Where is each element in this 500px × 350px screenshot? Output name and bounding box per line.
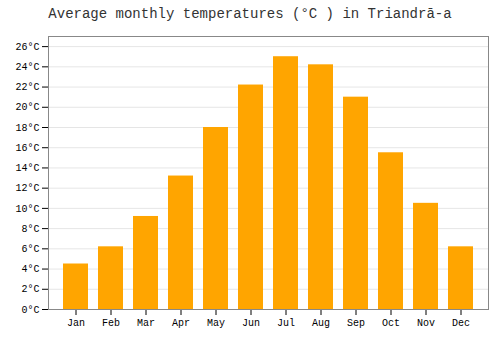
svg-text:18°C: 18°C xyxy=(15,123,39,134)
svg-text:12°C: 12°C xyxy=(15,183,39,194)
svg-text:Mar: Mar xyxy=(137,318,155,329)
svg-text:14°C: 14°C xyxy=(15,163,39,174)
svg-text:Jun: Jun xyxy=(242,318,260,329)
svg-text:Apr: Apr xyxy=(172,318,190,329)
svg-text:0°C: 0°C xyxy=(21,305,39,316)
svg-text:24°C: 24°C xyxy=(15,62,39,73)
svg-text:4°C: 4°C xyxy=(21,264,39,275)
svg-text:8°C: 8°C xyxy=(21,224,39,235)
svg-text:22°C: 22°C xyxy=(15,82,39,93)
svg-text:May: May xyxy=(207,318,225,329)
svg-text:Sep: Sep xyxy=(347,318,365,329)
svg-text:Dec: Dec xyxy=(452,318,470,329)
svg-text:6°C: 6°C xyxy=(21,244,39,255)
svg-text:Feb: Feb xyxy=(102,318,120,329)
html-text:Average monthly temperatures (: Average monthly temperatures (°C ) in Tr… xyxy=(48,6,452,22)
svg-text:20°C: 20°C xyxy=(15,102,39,113)
svg-text:Nov: Nov xyxy=(417,318,435,329)
svg-text:26°C: 26°C xyxy=(15,42,39,53)
svg-text:Jan: Jan xyxy=(67,318,85,329)
svg-text:16°C: 16°C xyxy=(15,143,39,154)
svg-text:10°C: 10°C xyxy=(15,204,39,215)
svg-text:Oct: Oct xyxy=(382,318,400,329)
svg-text:2°C: 2°C xyxy=(21,284,39,295)
svg-text:Jul: Jul xyxy=(277,318,295,329)
svg-text:Aug: Aug xyxy=(312,318,330,329)
